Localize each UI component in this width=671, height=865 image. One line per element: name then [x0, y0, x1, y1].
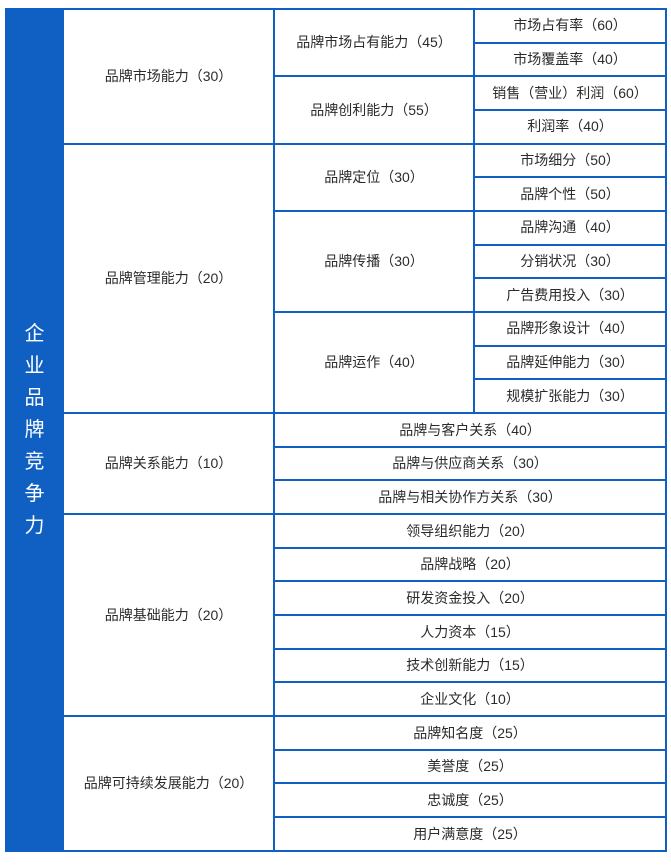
indicator-cell: 市场细分（50）: [473, 142, 667, 179]
indicator-cell: 品牌沟通（40）: [473, 210, 667, 246]
level2-cell-profit-capability: 品牌创利能力（55）: [273, 75, 475, 145]
table-row: 品牌创利能力（55） 销售（营业）利润（60）: [6, 75, 667, 145]
indicator-cell: 品牌形象设计（40）: [473, 311, 667, 347]
indicator-cell: 研发资金投入（20）: [273, 580, 667, 617]
table-row: 广告费用投入（30）: [6, 277, 667, 314]
indicator-cell: 品牌战略（20）: [273, 546, 667, 583]
table-row: 忠诚度（25）: [6, 782, 667, 819]
level1-cell-management: 品牌管理能力（20）: [62, 142, 275, 415]
indicator-cell: 品牌知名度（25）: [273, 715, 667, 751]
indicator-cell: 广告费用投入（30）: [473, 277, 667, 314]
table-row: 人力资本（15）: [6, 614, 667, 650]
root-title-char: 企: [24, 323, 45, 345]
level1-cell-market: 品牌市场能力（30）: [62, 8, 275, 145]
indicator-cell: 品牌与供应商关系（30）: [273, 445, 667, 482]
table-row: 品牌战略（20）: [6, 546, 667, 583]
indicator-cell: 人力资本（15）: [273, 614, 667, 650]
level2-cell-operation: 品牌运作（40）: [273, 311, 475, 415]
table-row: 利润率（40）: [6, 109, 667, 145]
table-row: 分销状况（30）: [6, 243, 667, 280]
indicator-cell: 品牌与客户关系（40）: [273, 412, 667, 448]
level1-cell-sustainable: 品牌可持续发展能力（20）: [62, 715, 275, 852]
indicator-cell: 分销状况（30）: [473, 243, 667, 280]
table-row: 规模扩张能力（30）: [6, 378, 667, 415]
brand-competitiveness-table: 企 业 品 牌 竞 争 力 品牌市场能力（30） 品牌市场占有能力（45） 市场…: [5, 7, 667, 852]
indicator-cell: 技术创新能力（15）: [273, 647, 667, 684]
table-row: 品牌管理能力（20） 品牌定位（30） 市场细分（50）: [6, 142, 667, 415]
table-row: 品牌与相关协作方关系（30）: [6, 479, 667, 516]
table-row: 技术创新能力（15）: [6, 647, 667, 684]
table-row: 品牌传播（30） 品牌沟通（40）: [6, 210, 667, 314]
root-title-char: 牌: [24, 419, 45, 441]
indicator-cell: 品牌与相关协作方关系（30）: [273, 479, 667, 516]
table-row: 用户满意度（25）: [6, 816, 667, 852]
indicator-cell: 规模扩张能力（30）: [473, 378, 667, 415]
table-row: 品牌与供应商关系（30）: [6, 445, 667, 482]
table-row: 品牌运作（40） 品牌形象设计（40）: [6, 311, 667, 415]
root-title-char: 业: [24, 355, 45, 377]
table-row: 品牌个性（50）: [6, 176, 667, 213]
level2-cell-positioning: 品牌定位（30）: [273, 142, 475, 213]
level2-cell-market-share-capability: 品牌市场占有能力（45）: [273, 7, 475, 78]
indicator-cell: 美誉度（25）: [273, 748, 667, 785]
indicator-cell: 企业文化（10）: [273, 681, 667, 718]
indicator-cell: 用户满意度（25）: [273, 816, 667, 852]
table-row: 美誉度（25）: [6, 748, 667, 785]
indicator-cell: 品牌个性（50）: [473, 176, 667, 213]
indicator-cell: 利润率（40）: [473, 109, 667, 145]
level1-cell-relationship: 品牌关系能力（10）: [62, 412, 275, 516]
root-title-cell: 企 业 品 牌 竞 争 力: [5, 8, 64, 852]
table-row: 市场覆盖率（40）: [6, 41, 667, 78]
table-row: 企 业 品 牌 竞 争 力 品牌市场能力（30） 品牌市场占有能力（45） 市场…: [5, 7, 667, 852]
indicator-cell: 市场占有率（60）: [473, 8, 667, 44]
level2-cell-communication: 品牌传播（30）: [273, 210, 475, 314]
root-title-char: 力: [24, 515, 45, 537]
table-row: 品牌可持续发展能力（20） 品牌知名度（25）: [6, 715, 667, 852]
table-row: 品牌关系能力（10） 品牌与客户关系（40）: [6, 412, 667, 516]
table-row: 品牌延伸能力（30）: [6, 344, 667, 381]
indicator-cell: 市场覆盖率（40）: [473, 41, 667, 78]
level1-cell-foundation: 品牌基础能力（20）: [62, 513, 275, 718]
root-title-char: 竞: [24, 451, 45, 473]
table-row: 研发资金投入（20）: [6, 580, 667, 617]
indicator-cell: 领导组织能力（20）: [273, 513, 667, 549]
indicator-cell: 忠诚度（25）: [273, 782, 667, 819]
indicator-cell: 品牌延伸能力（30）: [473, 344, 667, 381]
table-row: 企业文化（10）: [6, 681, 667, 718]
root-title: 企 业 品 牌 竞 争 力: [8, 318, 61, 542]
table-row: 品牌基础能力（20） 领导组织能力（20）: [6, 513, 667, 718]
indicator-cell: 销售（营业）利润（60）: [473, 75, 667, 112]
root-title-char: 争: [24, 483, 45, 505]
root-title-char: 品: [24, 387, 45, 409]
